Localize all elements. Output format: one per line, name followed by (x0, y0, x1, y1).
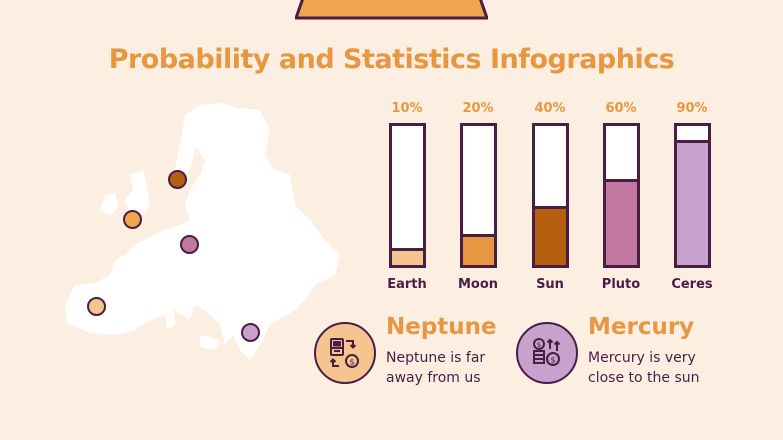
europe-map-shape (65, 103, 340, 360)
europe-map (55, 95, 355, 395)
bar-frame (459, 123, 497, 268)
bar-percent-label: 10% (391, 101, 423, 116)
bar-ceres: 90% Ceres (662, 98, 722, 292)
svg-text:$: $ (537, 341, 541, 349)
bar-category-label: Ceres (671, 277, 713, 292)
top-tab-decoration (295, 0, 488, 20)
money-exchange-icon: $ (329, 338, 359, 368)
bar-earth: 10% Earth (377, 98, 437, 292)
card-icon-circle: $ $ (516, 322, 578, 384)
bar-percent-label: 60% (605, 101, 637, 116)
bar-category-label: Sun (536, 277, 564, 292)
bar-fill (391, 248, 423, 265)
map-pin-earth (87, 297, 106, 316)
map-pin-pluto (180, 235, 199, 254)
map-pin-moon (123, 210, 142, 229)
bar-moon: 20% Moon (448, 98, 508, 292)
svg-text:$: $ (349, 358, 354, 367)
card-description: Neptune is far away from us (386, 350, 486, 386)
page-title: Probability and Statistics Infographics (108, 44, 675, 75)
bar-percent-label: 40% (534, 101, 566, 116)
bar-category-label: Moon (457, 277, 499, 292)
bar-fill (605, 178, 637, 265)
info-card-neptune: $ Neptune Neptune is far away from us (314, 314, 514, 393)
bar-fill (676, 139, 708, 265)
bar-percent-label: 90% (676, 101, 708, 116)
bar-fill (534, 206, 566, 265)
map-pin-sun (168, 170, 187, 189)
card-title: Neptune (386, 314, 497, 340)
bar-frame (531, 123, 569, 268)
bar-category-label: Pluto (601, 277, 641, 292)
bar-percent-label: 20% (462, 101, 494, 116)
bar-fill (462, 234, 494, 265)
bar-sun: 40% Sun (520, 98, 580, 292)
card-description: Mercury is very close to the sun (588, 350, 700, 386)
coins-growth-icon: $ $ (533, 338, 561, 366)
map-pin-ceres (241, 323, 260, 342)
svg-text:$: $ (550, 356, 555, 365)
card-icon-circle: $ (314, 322, 376, 384)
bar-frame (673, 123, 711, 268)
bar-frame (388, 123, 426, 268)
bar-pluto: 60% Pluto (591, 98, 651, 292)
bar-category-label: Earth (387, 277, 427, 292)
card-title: Mercury (588, 314, 695, 340)
bar-frame (602, 123, 640, 268)
info-card-mercury: $ $ Mercury Mercury is very close to the… (516, 314, 716, 393)
